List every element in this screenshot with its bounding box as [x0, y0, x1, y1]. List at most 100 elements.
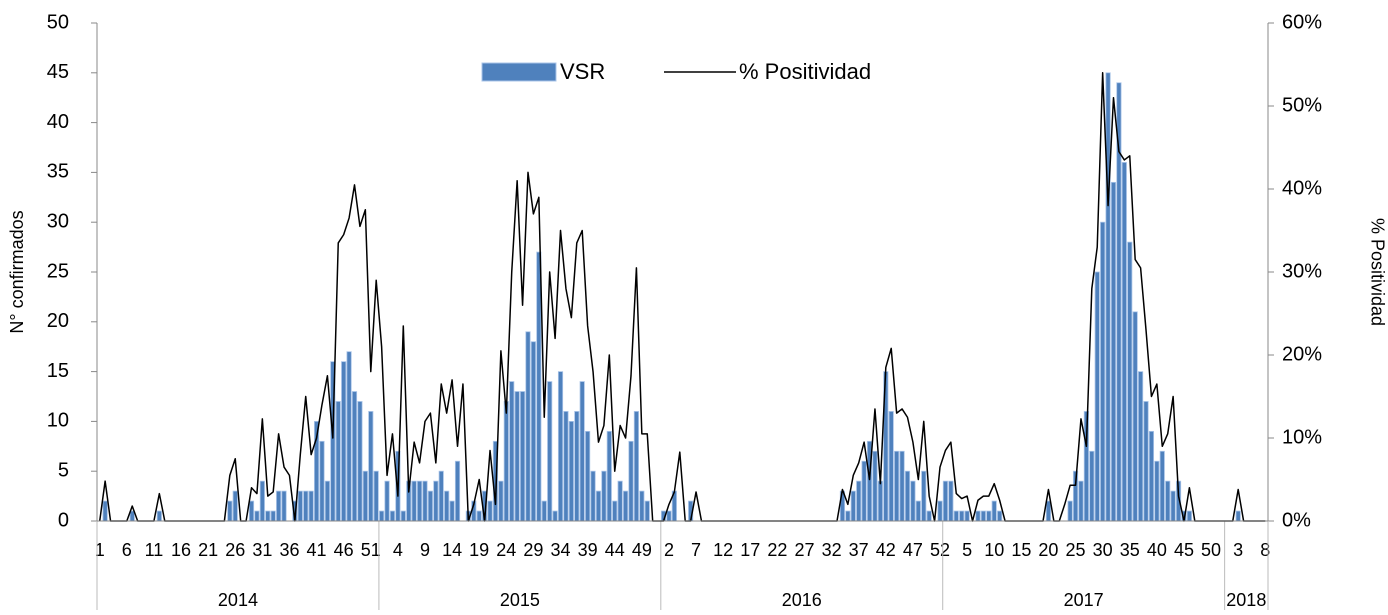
- bar: [563, 411, 569, 522]
- bar: [986, 510, 992, 522]
- x-tick-label: 14: [442, 540, 462, 560]
- bar: [541, 500, 547, 522]
- x-tick-label: 12: [713, 540, 733, 560]
- bar: [422, 480, 428, 522]
- bar: [1110, 181, 1117, 522]
- y2-tick-label: 50%: [1282, 94, 1322, 116]
- x-tick-label: 19: [469, 540, 489, 560]
- x-tick-label: 45: [1174, 540, 1194, 560]
- bar: [942, 480, 949, 522]
- bar: [308, 490, 314, 522]
- x-tick-label: 1: [95, 540, 105, 560]
- x-tick-label: 30: [1093, 540, 1113, 560]
- bar: [1127, 241, 1133, 522]
- bar: [547, 381, 553, 522]
- bar: [574, 411, 580, 522]
- year-label: 2015: [500, 590, 540, 610]
- bar: [1100, 221, 1106, 522]
- bar: [416, 480, 423, 522]
- bar: [899, 450, 905, 522]
- bar: [427, 490, 433, 522]
- x-tick-label: 51: [361, 540, 381, 560]
- y-tick-label: 10: [47, 410, 69, 432]
- x-tick-label: 37: [849, 540, 869, 560]
- bar: [953, 510, 959, 522]
- bar: [433, 480, 439, 522]
- bar: [617, 480, 623, 522]
- y2-tick-label: 20%: [1282, 343, 1322, 365]
- bar: [1105, 72, 1111, 522]
- bar: [444, 490, 450, 522]
- bar: [449, 500, 455, 522]
- bar: [498, 480, 504, 522]
- y-tick-label: 35: [47, 161, 69, 183]
- y2-tick-label: 60%: [1282, 11, 1322, 33]
- bar: [411, 480, 417, 522]
- y2-tick-label: 0%: [1282, 509, 1311, 531]
- x-tick-label: 11: [145, 540, 164, 560]
- bar: [227, 500, 233, 522]
- bar: [265, 510, 271, 522]
- bar: [877, 480, 883, 522]
- bar: [530, 341, 536, 522]
- bar: [595, 490, 602, 522]
- bar: [1078, 480, 1084, 522]
- bar: [850, 490, 856, 522]
- bar: [281, 490, 287, 522]
- x-tick-label: 34: [551, 540, 571, 560]
- y-tick-label: 5: [58, 459, 69, 481]
- x-tick-label: 40: [1147, 540, 1167, 560]
- bar: [276, 490, 282, 522]
- bar: [926, 510, 932, 522]
- bar: [1159, 450, 1165, 522]
- bar: [514, 391, 520, 522]
- y2-tick-label: 10%: [1282, 426, 1322, 448]
- bar: [509, 381, 515, 522]
- bar: [861, 460, 867, 522]
- bar: [997, 510, 1003, 522]
- bar: [346, 351, 352, 522]
- x-tick-label: 9: [420, 540, 430, 560]
- year-label: 2016: [782, 590, 822, 610]
- x-tick-label: 7: [691, 540, 701, 560]
- x-tick-label: 17: [740, 540, 760, 560]
- bar: [129, 510, 135, 522]
- bar: [1148, 430, 1155, 522]
- x-tick-label: 21: [198, 540, 218, 560]
- bar: [319, 440, 325, 522]
- x-tick-label: 4: [393, 540, 403, 560]
- x-tick-label: 42: [876, 540, 896, 560]
- legend-swatch: [481, 62, 557, 82]
- bar: [894, 450, 900, 522]
- bar: [335, 401, 341, 522]
- bar: [991, 500, 997, 522]
- bar: [666, 510, 672, 522]
- bar: [1186, 510, 1192, 522]
- year-label: 2014: [218, 590, 258, 610]
- bar: [612, 500, 618, 522]
- bar: [959, 510, 965, 522]
- x-tick-label: 41: [307, 540, 327, 560]
- x-tick-label: 49: [632, 540, 652, 560]
- bar: [259, 480, 265, 522]
- bar: [303, 490, 309, 522]
- bar: [438, 470, 444, 522]
- bar: [270, 510, 276, 522]
- bar: [1089, 450, 1095, 522]
- x-tick-label: 20: [1038, 540, 1058, 560]
- x-tick-label: 35: [1120, 540, 1140, 560]
- x-tick-label: 6: [122, 540, 132, 560]
- bar: [1138, 371, 1144, 522]
- bar: [362, 470, 368, 522]
- bar: [389, 510, 396, 522]
- y-tick-label: 0: [58, 509, 69, 531]
- bar: [601, 470, 607, 522]
- x-tick-label: 36: [279, 540, 299, 560]
- bar: [400, 510, 406, 522]
- x-tick-label: 39: [578, 540, 598, 560]
- bar: [590, 470, 596, 522]
- y-tick-label: 40: [47, 111, 69, 133]
- bar: [856, 480, 862, 522]
- x-tick-label: 24: [496, 540, 516, 560]
